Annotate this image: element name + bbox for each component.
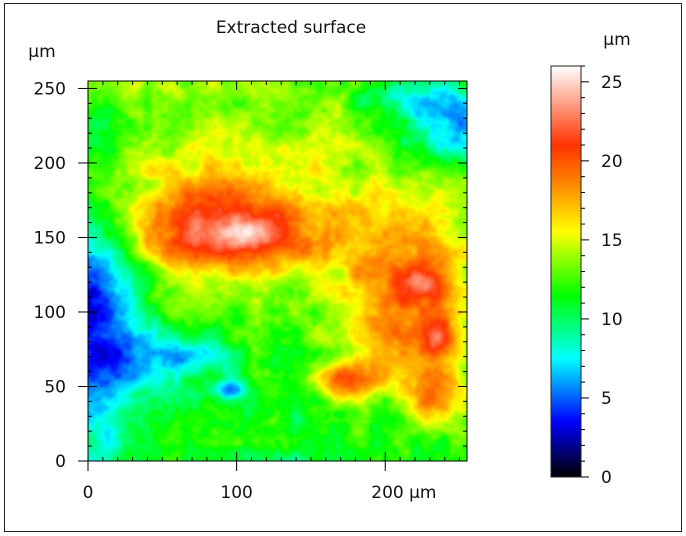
colorbar-unit: µm [603, 30, 630, 50]
chart-title: Extracted surface [216, 18, 366, 38]
plot-axes: 0 100 200 µm 0 50 100 150 200 250 [34, 79, 468, 503]
x-tick-label: 0 [83, 483, 94, 503]
x-tick-label: 200 µm [371, 483, 436, 503]
y-axis-unit: µm [28, 42, 55, 62]
colorbar-tick-label: 0 [601, 468, 612, 488]
y-tick-label: 50 [44, 377, 66, 397]
y-tick-label: 100 [34, 303, 66, 323]
colorbar-tick-label: 5 [601, 389, 612, 409]
colorbar-tick-label: 25 [601, 73, 623, 93]
y-tick-label: 150 [34, 228, 66, 248]
surface-heatmap [88, 81, 467, 461]
colorbar-tick-label: 15 [601, 231, 623, 251]
colorbar-tick-label: 20 [601, 152, 623, 172]
colorbar-axis: 0 5 10 15 20 25 [581, 65, 623, 488]
colorbar [550, 65, 582, 478]
y-tick-label: 250 [34, 79, 66, 99]
y-tick-label: 0 [55, 452, 66, 472]
y-tick-label: 200 [34, 154, 66, 174]
plot-border [87, 80, 468, 462]
x-tick-label: 100 [220, 483, 252, 503]
colorbar-tick-label: 10 [601, 310, 623, 330]
